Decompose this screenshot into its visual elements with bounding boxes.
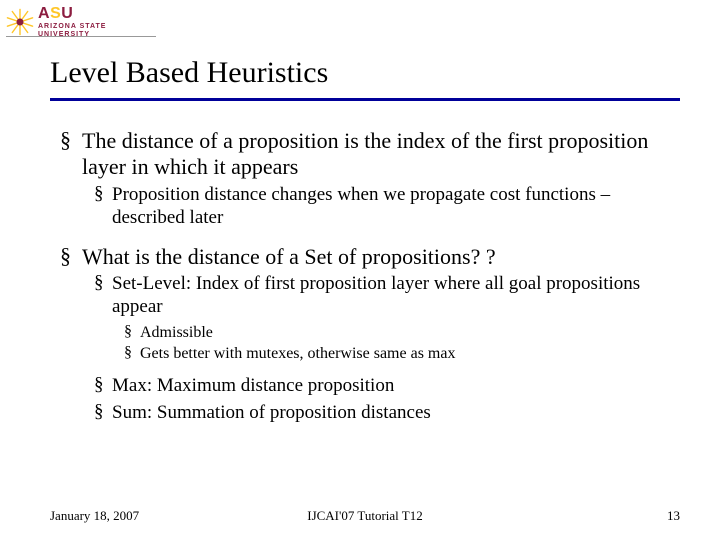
bullet-text: Sum: Summation of proposition distances — [112, 402, 431, 425]
bullet-marker-icon: § — [94, 273, 112, 319]
logo-divider — [6, 36, 156, 37]
bullet-l2: § Sum: Summation of proposition distance… — [94, 402, 670, 425]
bullet-text: Max: Maximum distance proposition — [112, 375, 394, 398]
bullet-l3: § Gets better with mutexes, otherwise sa… — [124, 344, 670, 363]
asu-wordmark: ASU ARIZONA STATE UNIVERSITY — [38, 6, 106, 38]
bullet-marker-icon: § — [60, 244, 82, 270]
footer-date: January 18, 2007 — [50, 508, 139, 524]
bullet-text: The distance of a proposition is the ind… — [82, 128, 670, 180]
bullet-marker-icon: § — [94, 184, 112, 230]
title-rule — [50, 98, 680, 101]
bullet-marker-icon: § — [124, 344, 140, 363]
bullet-marker-icon: § — [94, 402, 112, 425]
bullet-l3: § Admissible — [124, 323, 670, 342]
bullet-marker-icon: § — [124, 323, 140, 342]
bullet-text: Admissible — [140, 323, 213, 342]
bullet-text: Set-Level: Index of first proposition la… — [112, 273, 670, 319]
sunburst-icon — [6, 8, 34, 36]
bullet-text: What is the distance of a Set of proposi… — [82, 244, 496, 270]
slide-footer: January 18, 2007 IJCAI'07 Tutorial T12 1… — [50, 508, 680, 524]
bullet-l1: § The distance of a proposition is the i… — [60, 128, 670, 180]
footer-venue: IJCAI'07 Tutorial T12 — [50, 508, 680, 524]
university-line1: ARIZONA STATE — [38, 23, 106, 31]
university-line2: UNIVERSITY — [38, 31, 106, 39]
bullet-l2: § Max: Maximum distance proposition — [94, 375, 670, 398]
footer-page: 13 — [667, 508, 680, 524]
bullet-text: Proposition distance changes when we pro… — [112, 184, 670, 230]
slide-title: Level Based Heuristics — [50, 56, 680, 90]
bullet-l2: § Proposition distance changes when we p… — [94, 184, 670, 230]
slide-body: § The distance of a proposition is the i… — [60, 128, 670, 429]
bullet-l2: § Set-Level: Index of first proposition … — [94, 273, 670, 319]
bullet-marker-icon: § — [60, 128, 82, 180]
asu-letters: ASU — [38, 6, 106, 22]
bullet-text: Gets better with mutexes, otherwise same… — [140, 344, 455, 363]
slide: ASU ARIZONA STATE UNIVERSITY Level Based… — [0, 0, 720, 540]
bullet-l1: § What is the distance of a Set of propo… — [60, 244, 670, 270]
bullet-marker-icon: § — [94, 375, 112, 398]
asu-logo: ASU ARIZONA STATE UNIVERSITY — [6, 6, 106, 38]
